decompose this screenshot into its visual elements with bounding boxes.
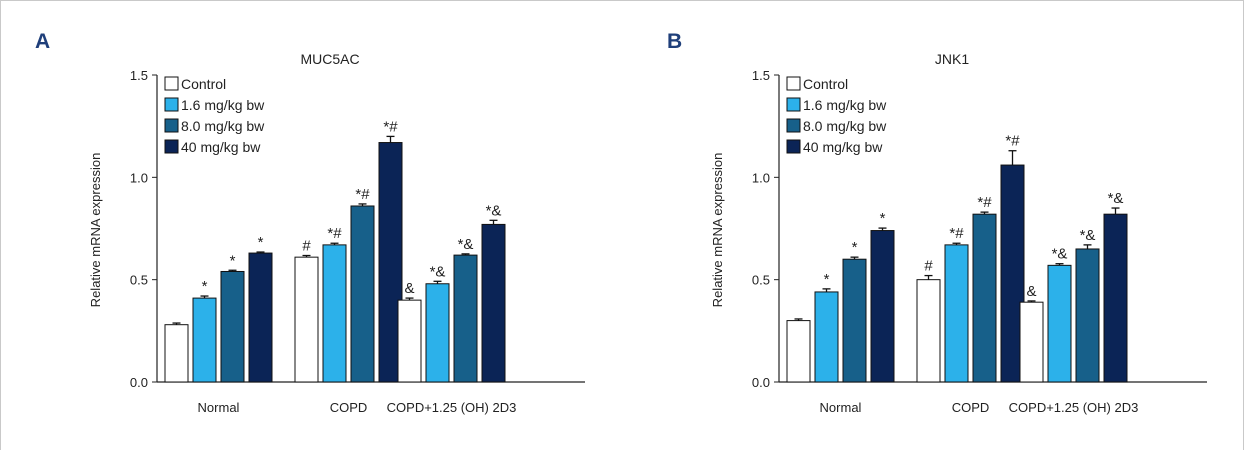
bar [842,258,867,383]
x-tick-label: COPD [330,400,368,415]
legend-label: 40 mg/kg bw [181,139,261,155]
legend-label: 8.0 mg/kg bw [181,118,265,134]
significance-label: *# [355,186,370,203]
legend-swatch [164,118,179,133]
significance-label: & [404,280,414,297]
bar [453,254,478,383]
panel-letter-a: A [35,30,51,53]
bar [972,213,997,383]
y-tick-label: 1.0 [752,170,770,185]
x-tick-label: COPD [952,400,990,415]
significance-label: *& [1052,246,1068,263]
bar [1103,213,1128,383]
chart-jnk1: JNK1 Relative mRNA expression 0.0 0.5 1.0 1.5… [710,51,1207,415]
significance-label: # [924,258,933,275]
legend-label: Control [181,76,226,92]
bar [248,252,273,383]
significance-label: * [852,239,858,256]
y-axis-label: Relative mRNA expression [88,153,103,308]
legend-label: Control [803,76,848,92]
significance-label: & [1026,283,1036,300]
legend-swatch [786,139,801,154]
y-tick-label: 1.5 [130,68,148,83]
legend-label: 1.6 mg/kg bw [181,97,265,113]
significance-label: * [202,278,208,295]
legend-swatch [786,76,801,91]
chart-muc5ac: MUC5AC Relative mRNA expression 0.0 0.5 1.0 1… [88,51,585,415]
y-axis-label: Relative mRNA expression [710,153,725,308]
significance-label: *# [383,118,398,135]
legend-label: 40 mg/kg bw [803,139,883,155]
x-tick-label: COPD+1.25 (OH) 2D3 [1009,400,1139,415]
bar [350,205,375,383]
bar [786,320,811,383]
bar [1047,264,1072,383]
bar [814,291,839,383]
bar [944,244,969,383]
bar [220,270,245,383]
y-tick-label: 1.0 [130,170,148,185]
y-tick-label: 0.0 [752,375,770,390]
legend-swatch [164,97,179,112]
chart-title: MUC5AC [300,51,359,67]
bar [916,279,941,383]
chart-title: JNK1 [935,51,969,67]
significance-label: *& [458,236,474,253]
significance-label: * [258,234,264,251]
significance-label: *# [949,225,964,242]
y-tick-label: 1.5 [752,68,770,83]
significance-label: *# [327,225,342,242]
y-tick-label: 0.5 [752,273,770,288]
x-tick-label: COPD+1.25 (OH) 2D3 [387,400,517,415]
bar [322,244,347,383]
significance-label: * [880,210,886,227]
significance-label: *& [486,202,502,219]
bar [1075,248,1100,383]
significance-label: *# [1005,133,1020,150]
significance-label: *& [430,263,446,280]
legend-swatch [164,139,179,154]
y-tick-label: 0.0 [130,375,148,390]
significance-label: *# [977,194,992,211]
legend-swatch [164,76,179,91]
bar [481,223,506,383]
x-tick-label: Normal [198,400,240,415]
significance-label: *& [1080,227,1096,244]
bar [1019,301,1044,383]
significance-label: *& [1108,190,1124,207]
bar [397,299,422,383]
bar [870,230,895,383]
significance-label: # [302,238,311,255]
frame-left-border [0,0,1,450]
bar [425,283,450,383]
significance-label: * [824,271,830,288]
bar [192,297,217,383]
bar [294,256,319,383]
bar [164,324,189,383]
y-tick-label: 0.5 [130,273,148,288]
legend-swatch [786,118,801,133]
legend-swatch [786,97,801,112]
bar [1000,164,1025,383]
bar [378,142,403,383]
legend-label: 1.6 mg/kg bw [803,97,887,113]
legend-label: 8.0 mg/kg bw [803,118,887,134]
x-tick-label: Normal [820,400,862,415]
frame-top-border [0,0,1244,1]
panel-letter-b: B [667,30,683,53]
significance-label: * [230,252,236,269]
